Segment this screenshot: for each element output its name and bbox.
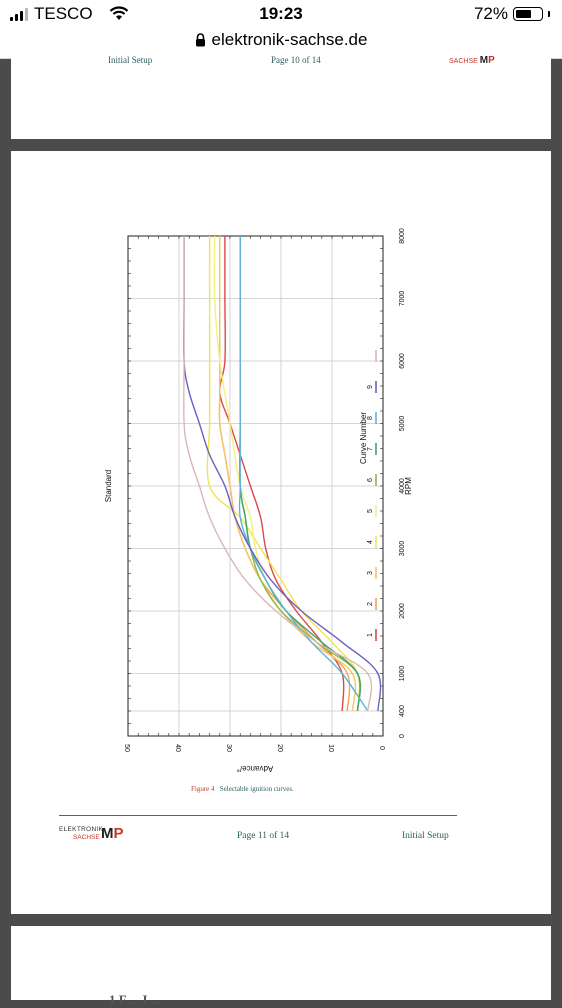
tick-label-rpm: 0	[399, 734, 406, 738]
figure-caption: Figure 4 Selectable ignition curves.	[191, 785, 294, 793]
legend-label: 7	[367, 447, 374, 451]
url-text: elektronik-sachse.de	[211, 30, 368, 49]
chart-title: Standard	[104, 470, 113, 502]
signal-icon	[10, 7, 28, 21]
company-logo: ELEKTRONIK SACHSE MP	[59, 825, 124, 842]
series-line-4	[206, 236, 361, 712]
tick-label-advance: 30	[225, 744, 232, 752]
series-line-7	[239, 236, 361, 712]
carrier-indicator: TESCO	[10, 4, 93, 24]
status-bar: TESCO 19:23 72% elektronik-sachse.de	[0, 0, 562, 59]
tick-label-rpm: 400	[399, 705, 406, 717]
wifi-icon	[109, 6, 129, 20]
legend-label: 8	[367, 416, 374, 420]
next-page-heading: 1 F ... I ...	[109, 992, 161, 1007]
tick-label-advance: 50	[123, 744, 130, 752]
legend-label: 5	[367, 509, 374, 513]
battery-percent: 72%	[473, 4, 508, 23]
footer-page-number: Page 11 of 14	[237, 831, 290, 841]
tick-label-rpm: 7000	[399, 291, 406, 307]
y-axis-label: Advance/°	[237, 764, 274, 773]
tick-label-rpm: 4000	[399, 478, 406, 494]
legend-label: 9	[367, 385, 374, 389]
pdf-page-12: 1 F ... I ...	[11, 926, 551, 1007]
tick-label-rpm: 1000	[399, 666, 406, 682]
x-axis-label: RPM	[404, 477, 413, 495]
prev-footer-section: Initial Setup	[108, 55, 153, 65]
pdf-page-10: Initial Setup Page 10 of 14 SACHSE MP	[11, 55, 551, 139]
prev-footer-page: Page 10 of 14	[271, 55, 321, 65]
footer-section: Initial Setup	[402, 831, 449, 841]
lock-icon	[195, 33, 205, 47]
tick-label-rpm: 6000	[399, 353, 406, 369]
tick-label-advance: 20	[276, 744, 283, 752]
tick-label-rpm: 2000	[399, 603, 406, 619]
legend-label: 4	[367, 540, 374, 544]
prev-footer-brand: SACHSE MP	[449, 55, 495, 66]
address-bar[interactable]: elektronik-sachse.de	[0, 30, 562, 50]
battery-icon	[513, 7, 543, 21]
tick-label-rpm: 8000	[399, 228, 406, 244]
pdf-page-11: 0 400 1000 2000 3000 4000 5000 6000 7000 8000 0 10 2…	[11, 151, 551, 914]
series-line-9	[183, 236, 382, 712]
legend-label: 3	[367, 571, 374, 575]
ignition-curves-chart: 0 400 1000 2000 3000 4000 5000 6000 7000 8000 0 10 2…	[104, 228, 413, 773]
carrier-name: TESCO	[34, 4, 93, 23]
tick-label-rpm: 5000	[399, 416, 406, 432]
legend-label: 1	[367, 633, 374, 637]
tick-label-rpm: 3000	[399, 541, 406, 557]
clock: 19:23	[259, 4, 303, 23]
series-line-8	[238, 236, 369, 712]
legend-label: 6	[367, 478, 374, 482]
series-line-6	[239, 236, 362, 712]
tick-label-advance: 10	[327, 744, 334, 752]
footer-rule	[59, 815, 457, 816]
battery-indicator: 72%	[474, 4, 550, 24]
series-line-extra	[183, 236, 373, 712]
figure-text: Selectable ignition curves.	[219, 785, 294, 793]
figure-number: Figure 4	[191, 785, 215, 793]
legend-title: Curve Number	[359, 412, 368, 464]
tick-label-advance: 0	[378, 746, 385, 750]
prev-footer-logo: MP	[479, 55, 495, 66]
legend-label: 2	[367, 602, 374, 606]
tick-label-advance: 40	[174, 744, 181, 752]
